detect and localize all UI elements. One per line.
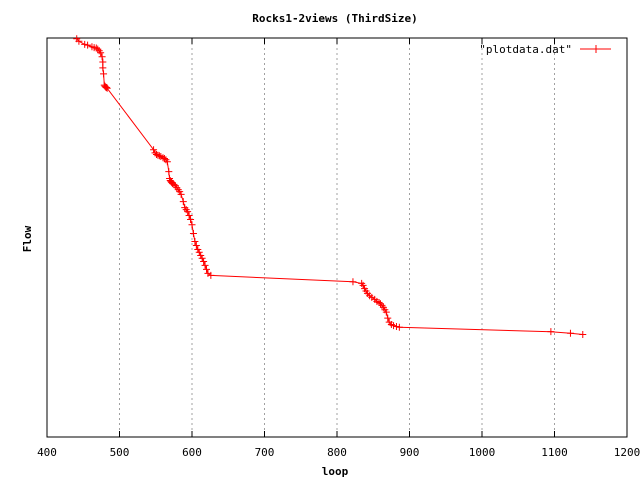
series-line xyxy=(76,38,583,335)
data-point xyxy=(94,45,102,53)
data-point xyxy=(170,180,178,188)
data-point xyxy=(579,330,587,338)
data-point xyxy=(349,278,357,286)
data-point xyxy=(566,329,574,337)
data-point xyxy=(84,41,92,49)
chart-title: Rocks1-2views (ThirdSize) xyxy=(252,12,418,25)
data-point xyxy=(103,84,111,92)
data-point xyxy=(382,308,390,316)
data-point xyxy=(81,40,89,48)
data-point xyxy=(184,208,192,216)
x-axis-label: loop xyxy=(322,465,349,478)
data-point xyxy=(97,49,105,57)
data-point xyxy=(187,216,195,224)
x-tick-label-1000: 1000 xyxy=(469,446,496,459)
data-point xyxy=(201,261,209,269)
legend-label: "plotdata.dat" xyxy=(479,43,572,56)
x-tick-label-500: 500 xyxy=(110,446,130,459)
legend: "plotdata.dat" xyxy=(479,43,611,56)
data-point xyxy=(179,198,187,206)
data-point xyxy=(384,314,392,322)
data-point xyxy=(200,257,208,265)
data-point xyxy=(547,328,555,336)
legend-plus-marker xyxy=(592,45,600,53)
data-point xyxy=(163,158,171,166)
data-point xyxy=(98,53,106,61)
data-point xyxy=(188,221,196,229)
x-tick-label-700: 700 xyxy=(255,446,275,459)
data-point xyxy=(191,237,199,245)
data-point xyxy=(207,271,215,279)
data-point xyxy=(192,241,200,249)
data-point xyxy=(395,323,403,331)
data-point xyxy=(203,265,210,273)
plot-area-frame xyxy=(46,37,628,438)
data-point xyxy=(155,152,163,160)
x-tick-label-600: 600 xyxy=(182,446,202,459)
data-point xyxy=(198,254,206,262)
data-point xyxy=(390,322,398,330)
data-point xyxy=(150,146,158,154)
data-point xyxy=(359,281,367,289)
data-point xyxy=(99,64,107,72)
x-axis-ticks xyxy=(46,38,628,437)
data-point xyxy=(195,248,203,256)
x-tick-label-900: 900 xyxy=(400,446,420,459)
data-point xyxy=(152,151,160,159)
data-point xyxy=(102,83,110,91)
data-point xyxy=(75,37,83,45)
x-axis-tick-labels: 400 500 600 700 800 900 1000 1100 1200 xyxy=(37,446,640,459)
x-tick-label-400: 400 xyxy=(37,446,57,459)
data-point xyxy=(99,58,107,66)
data-point xyxy=(185,212,193,220)
data-point xyxy=(189,230,197,238)
data-point xyxy=(377,300,384,308)
x-grid-lines xyxy=(119,38,555,437)
legend-series-marker xyxy=(592,45,600,53)
data-point xyxy=(177,190,185,198)
data-point xyxy=(100,70,108,78)
x-tick-label-1100: 1100 xyxy=(541,446,568,459)
data-point xyxy=(160,154,168,162)
x-tick-label-1200: 1200 xyxy=(614,446,640,459)
data-point xyxy=(392,322,400,330)
y-axis-label: Flow xyxy=(21,225,34,252)
series-plotdata xyxy=(73,35,587,338)
data-point xyxy=(165,168,173,176)
x-tick-label-800: 800 xyxy=(327,446,347,459)
